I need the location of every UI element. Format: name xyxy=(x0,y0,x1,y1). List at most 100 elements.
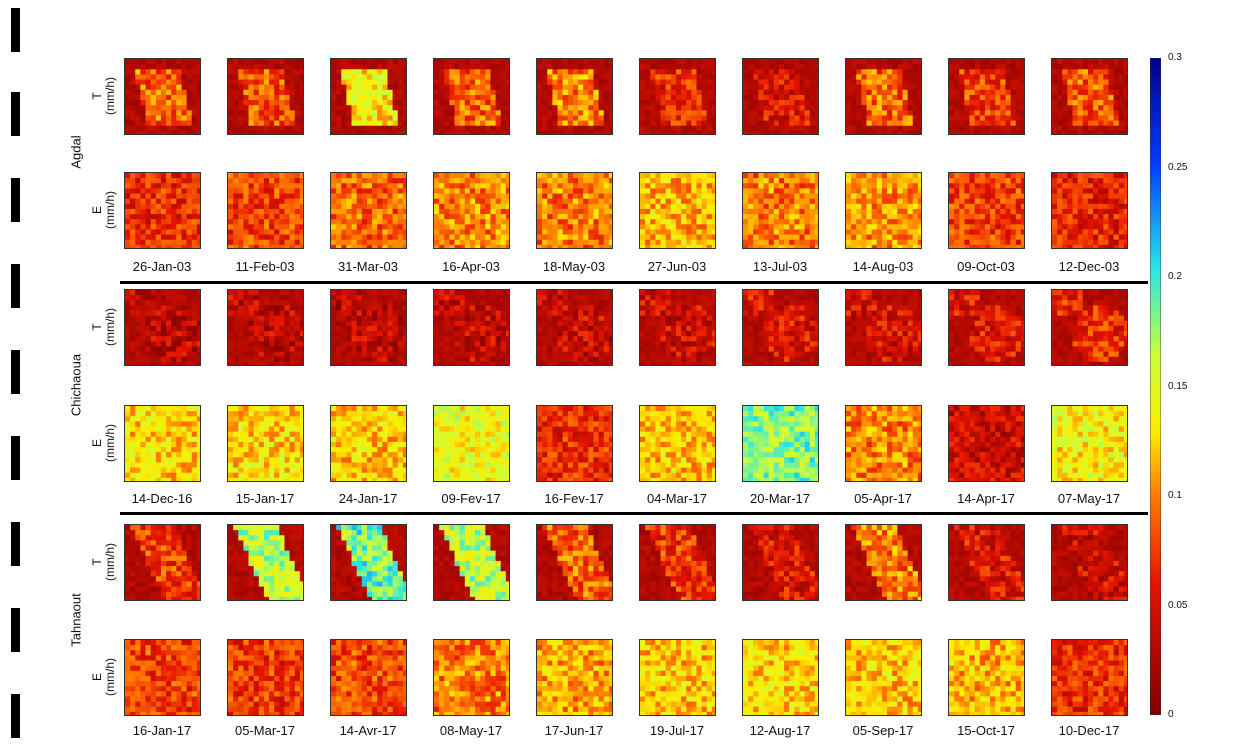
heatmap-panel xyxy=(330,58,407,135)
date-label: 12-Dec-03 xyxy=(1058,259,1120,274)
date-label: 20-Mar-17 xyxy=(750,491,810,506)
left-dash-mark xyxy=(11,92,20,136)
heatmap-panel xyxy=(124,172,201,249)
site-label-agdal: Agdal xyxy=(68,135,84,169)
heatmap-panel xyxy=(330,172,407,249)
heatmap-panel xyxy=(227,405,304,482)
heatmap-panel xyxy=(227,639,304,716)
colorbar-tick-label: 0.05 xyxy=(1168,599,1188,611)
date-label: 08-May-17 xyxy=(439,723,503,738)
colorbar xyxy=(1150,58,1161,715)
colorbar-tick-label: 0 xyxy=(1168,709,1174,720)
heatmap-panel xyxy=(227,289,304,366)
heatmap-panel xyxy=(845,172,922,249)
heatmap-panel xyxy=(227,58,304,135)
row-label-e: E (mm/h) xyxy=(90,424,117,462)
heatmap-panel xyxy=(536,639,613,716)
heatmap-panel xyxy=(433,289,510,366)
date-label: 09-Fev-17 xyxy=(441,491,501,506)
date-label: 24-Jan-17 xyxy=(338,491,398,506)
heatmap-panel xyxy=(330,639,407,716)
heatmap-panel xyxy=(639,289,716,366)
heatmap-panel xyxy=(639,524,716,601)
heatmap-panel xyxy=(330,524,407,601)
left-dash-mark xyxy=(11,264,20,308)
site-label-tahnaout: Tahnaout xyxy=(68,593,84,647)
heatmap-panel xyxy=(536,405,613,482)
date-label: 12-Aug-17 xyxy=(749,723,811,738)
heatmap-panel xyxy=(948,639,1025,716)
date-label: 14-Aug-03 xyxy=(852,259,914,274)
heatmap-panel xyxy=(433,405,510,482)
heatmap-panel xyxy=(1051,524,1128,601)
heatmap-panel xyxy=(742,172,819,249)
heatmap-panel xyxy=(433,639,510,716)
date-label: 15-Jan-17 xyxy=(235,491,295,506)
heatmap-panel xyxy=(227,172,304,249)
heatmap-panel xyxy=(639,639,716,716)
heatmap-panel xyxy=(124,639,201,716)
heatmap-panel xyxy=(742,639,819,716)
heatmap-panel xyxy=(639,58,716,135)
colorbar-tick-label: 0.2 xyxy=(1168,271,1182,282)
date-label: 16-Fev-17 xyxy=(544,491,604,506)
date-label: 26-Jan-03 xyxy=(132,259,192,274)
heatmap-panel xyxy=(433,172,510,249)
colorbar-tick-label: 0.15 xyxy=(1168,380,1188,392)
heatmap-panel xyxy=(845,289,922,366)
heatmap-panel xyxy=(948,524,1025,601)
heatmap-panel xyxy=(433,524,510,601)
heatmap-panel xyxy=(845,58,922,135)
left-dash-mark xyxy=(11,8,20,52)
heatmap-panel xyxy=(948,58,1025,135)
site-label-chichaoua: Chichaoua xyxy=(68,353,84,417)
colorbar-tick-label: 0.25 xyxy=(1168,161,1188,173)
heatmap-panel xyxy=(1051,405,1128,482)
colorbar-tick-label: 0.3 xyxy=(1168,52,1182,63)
heatmap-panel xyxy=(742,405,819,482)
heatmap-panel xyxy=(742,58,819,135)
row-label-e: E (mm/h) xyxy=(90,191,117,229)
date-label: 17-Jun-17 xyxy=(544,723,604,738)
heatmap-panel xyxy=(845,639,922,716)
heatmap-panel xyxy=(124,289,201,366)
heatmap-panel xyxy=(742,524,819,601)
date-label: 04-Mar-17 xyxy=(647,491,707,506)
date-label: 16-Apr-03 xyxy=(442,259,500,274)
left-dash-mark xyxy=(11,178,20,222)
left-dash-mark xyxy=(11,694,20,738)
heatmap-panel xyxy=(948,172,1025,249)
date-label: 14-Dec-16 xyxy=(131,491,193,506)
site-separator xyxy=(120,512,1148,515)
heatmap-panel xyxy=(948,405,1025,482)
date-label: 31-Mar-03 xyxy=(338,259,398,274)
site-separator xyxy=(120,281,1148,284)
heatmap-panel xyxy=(124,405,201,482)
heatmap-panel xyxy=(639,172,716,249)
heatmap-panel xyxy=(536,524,613,601)
date-label: 11-Feb-03 xyxy=(235,259,295,274)
heatmap-panel xyxy=(639,405,716,482)
heatmap-panel xyxy=(1051,58,1128,135)
date-label: 05-Sep-17 xyxy=(852,723,914,738)
heatmap-panel xyxy=(330,405,407,482)
date-label: 18-May-03 xyxy=(542,259,606,274)
row-label-t: T (mm/h) xyxy=(90,77,117,115)
date-label: 19-Jul-17 xyxy=(649,723,705,738)
date-label: 13-Jul-03 xyxy=(752,259,808,274)
heatmap-panel xyxy=(1051,639,1128,716)
colorbar-tick-label: 0.1 xyxy=(1168,490,1182,501)
date-label: 14-Avr-17 xyxy=(339,723,397,738)
left-dash-mark xyxy=(11,350,20,394)
left-dash-mark xyxy=(11,436,20,480)
left-dash-mark xyxy=(11,608,20,652)
date-label: 15-Oct-17 xyxy=(957,723,1015,738)
heatmap-panel xyxy=(433,58,510,135)
row-label-t: T (mm/h) xyxy=(90,308,117,346)
heatmap-panel xyxy=(227,524,304,601)
heatmap-panel xyxy=(536,289,613,366)
heatmap-panel xyxy=(536,58,613,135)
heatmap-panel xyxy=(742,289,819,366)
date-label: 16-Jan-17 xyxy=(132,723,192,738)
